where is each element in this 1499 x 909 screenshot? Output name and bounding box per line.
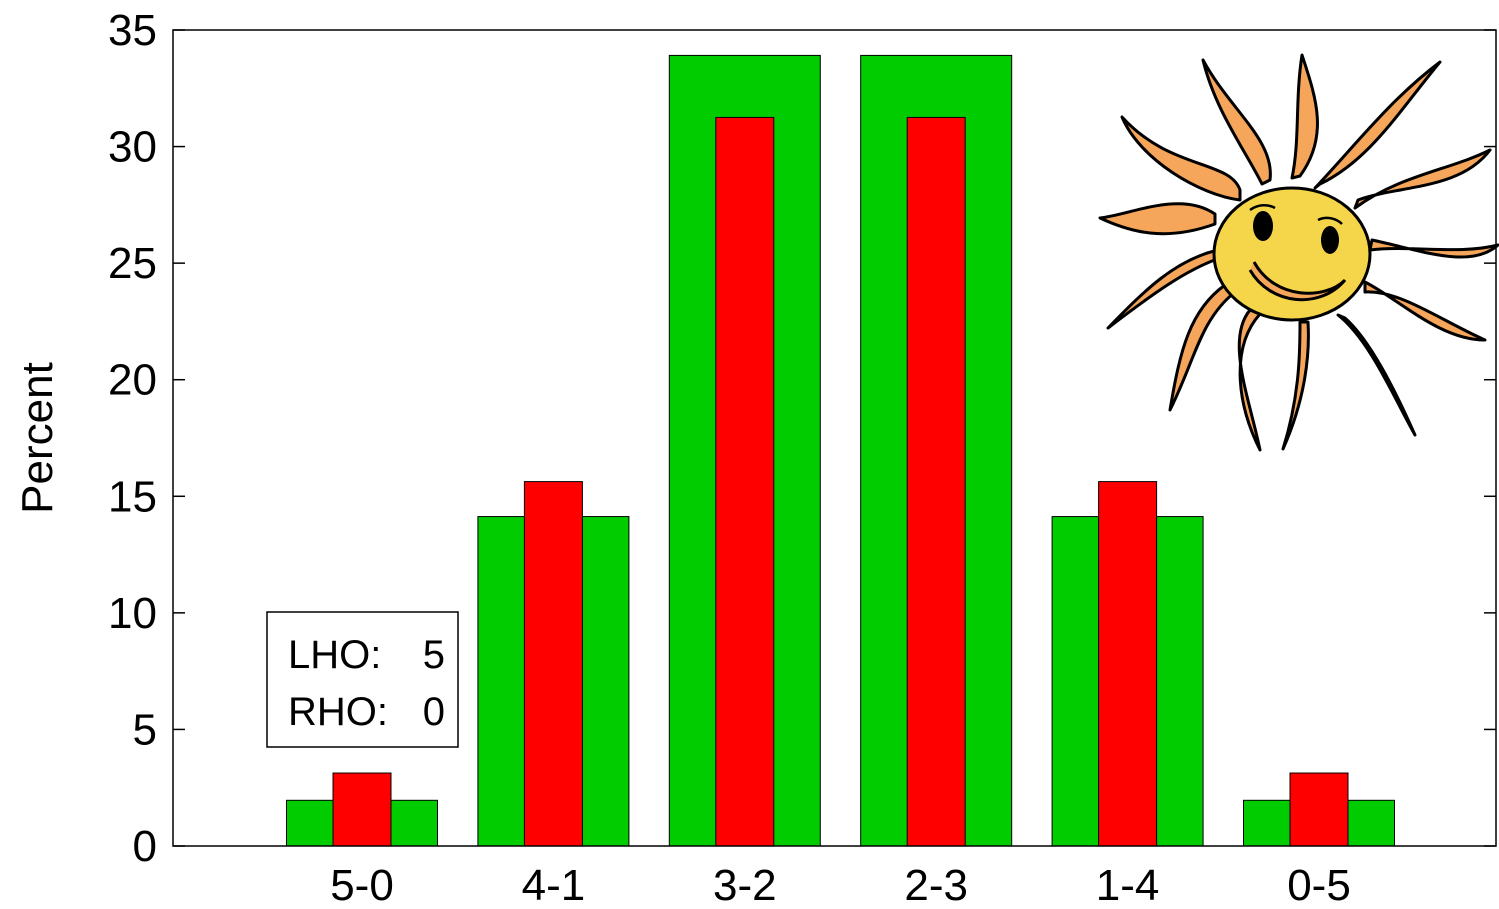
bar-red-0-5: [1289, 772, 1349, 847]
sun-right-brow: [1317, 216, 1343, 225]
y-tick-label-30: 30: [108, 123, 157, 172]
x-tick-label-5-0: 5-0: [330, 861, 394, 909]
info-box-frame: [266, 611, 459, 748]
y-tick-label-5: 5: [133, 705, 157, 754]
sun-smile: [1248, 261, 1347, 302]
y-tick-label-20: 20: [108, 356, 157, 405]
y-tick-label-0: 0: [133, 822, 157, 871]
x-tick-label-3-2: 3-2: [713, 861, 777, 909]
y-tick-label-35: 35: [108, 6, 157, 55]
y-tick-label-25: 25: [108, 239, 157, 288]
bar-red-2-3: [906, 116, 966, 847]
bar-red-3-2: [715, 116, 775, 847]
info-box-lho-value: 5: [423, 633, 445, 677]
y-tick-label-15: 15: [108, 472, 157, 521]
bars-group: [286, 54, 1395, 847]
info-box-rho-label: RHO:: [288, 690, 388, 734]
sun-left-eye: [1253, 211, 1273, 241]
y-axis: 0 5 10 15 20 25 30 35: [108, 6, 1496, 871]
x-tick-label-1-4: 1-4: [1096, 861, 1160, 909]
y-axis-title: Percent: [13, 362, 62, 514]
sun-right-eye: [1321, 226, 1339, 254]
info-box-rho-value: 0: [423, 690, 445, 734]
x-tick-label-0-5: 0-5: [1287, 861, 1351, 909]
bar-red-4-1: [523, 481, 583, 847]
sun-face: [1212, 186, 1372, 322]
y-tick-label-10: 10: [108, 589, 157, 638]
sun-icon: [1098, 53, 1499, 452]
x-tick-label-2-3: 2-3: [904, 861, 968, 909]
info-box-lho-label: LHO:: [288, 633, 381, 677]
bar-red-1-4: [1098, 481, 1158, 847]
info-box: LHO: 5 RHO: 0: [266, 611, 459, 748]
sun-left-brow: [1249, 204, 1276, 212]
x-axis: 5-0 4-1 3-2 2-3 1-4 0-5: [330, 861, 1351, 909]
x-tick-label-4-1: 4-1: [522, 861, 586, 909]
bar-red-5-0: [332, 772, 392, 847]
plot-frame: [172, 29, 1497, 847]
